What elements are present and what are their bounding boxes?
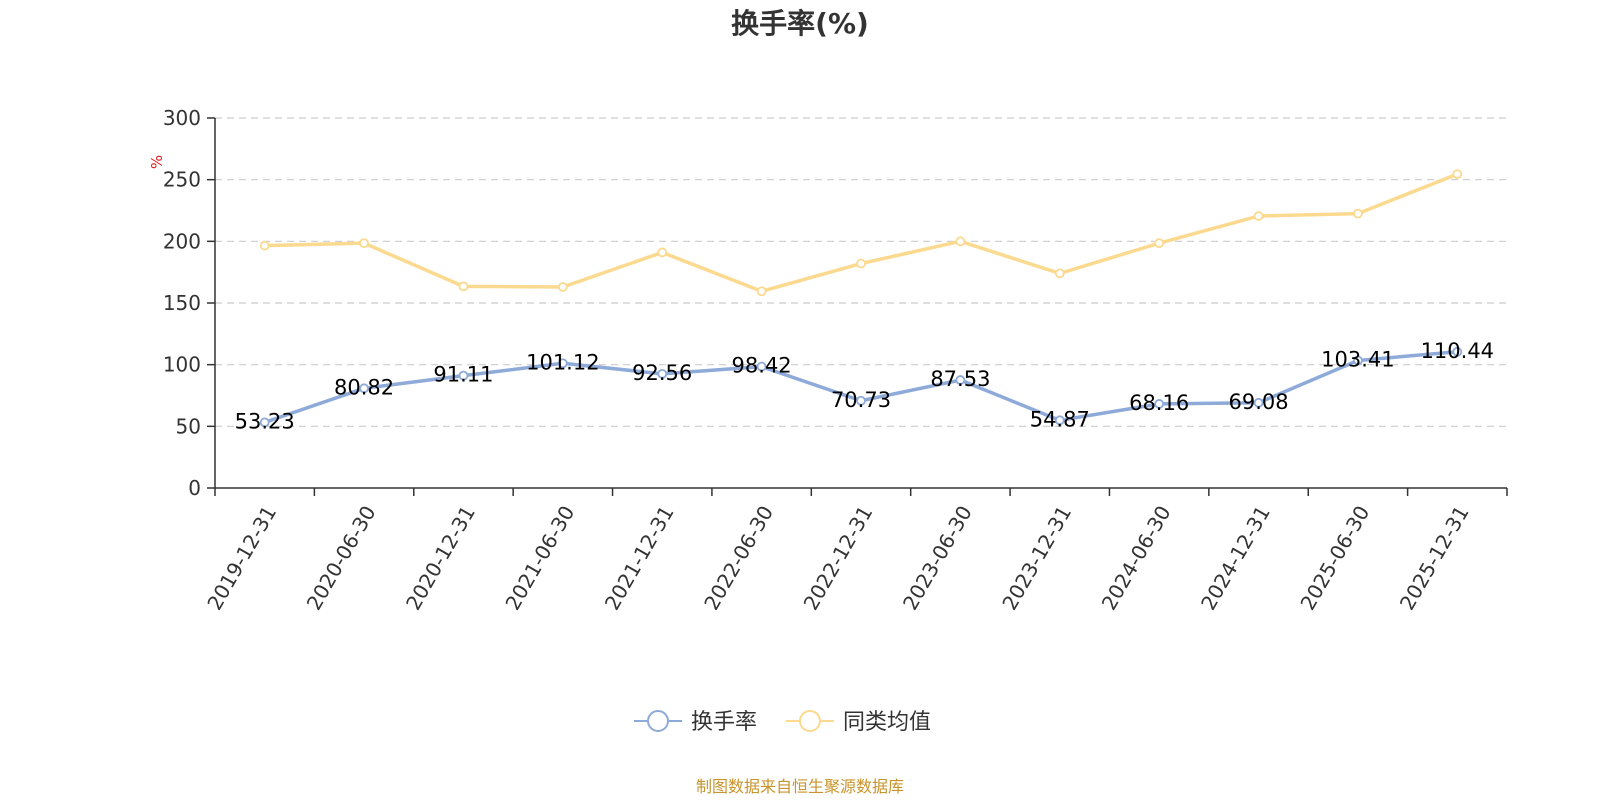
x-tick-label: 2020-12-31	[401, 502, 480, 615]
y-axis-unit-label: %	[148, 155, 166, 169]
data-label: 101.12	[526, 350, 599, 374]
data-point[interactable]	[1054, 268, 1065, 279]
x-tick-label: 2023-06-30	[898, 502, 977, 615]
x-tick-label: 2025-12-31	[1395, 502, 1474, 615]
x-tick-label: 2021-06-30	[500, 502, 579, 615]
data-point[interactable]	[955, 375, 966, 385]
data-label: 68.16	[1129, 391, 1189, 415]
x-tick-label: 2025-06-30	[1295, 502, 1374, 615]
data-point[interactable]	[259, 417, 270, 428]
data-point[interactable]	[856, 258, 866, 269]
data-point[interactable]	[557, 282, 568, 292]
data-label: 103.41	[1321, 347, 1394, 371]
y-tick-label: 50	[176, 414, 201, 438]
y-tick-label: 150	[163, 291, 201, 315]
data-point[interactable]	[657, 368, 668, 379]
legend-item-1[interactable]: 同类均值	[786, 710, 931, 735]
legend-circle-icon	[647, 710, 669, 732]
data-point[interactable]	[1054, 415, 1065, 426]
data-point[interactable]	[1353, 208, 1363, 219]
x-tick-label: 2024-12-31	[1196, 502, 1275, 615]
data-point[interactable]	[458, 370, 469, 381]
x-tick-label: 2020-06-30	[302, 502, 381, 615]
data-point[interactable]	[458, 281, 469, 292]
data-point[interactable]	[1253, 211, 1264, 221]
data-point[interactable]	[1353, 355, 1363, 366]
y-tick-label: 0	[188, 476, 201, 500]
data-point[interactable]	[1154, 399, 1165, 409]
data-point[interactable]	[856, 395, 866, 406]
legend-label: 换手率	[691, 710, 757, 735]
x-tick-label: 2024-06-30	[1097, 502, 1176, 615]
source-note: 制图数据来自恒生聚源数据库	[696, 777, 904, 796]
data-label: 70.73	[831, 388, 891, 412]
x-tick-label: 2022-06-30	[699, 502, 778, 615]
data-point[interactable]	[756, 361, 767, 372]
data-label: 92.56	[632, 361, 692, 385]
x-tick-label: 2021-12-31	[600, 502, 679, 615]
legend-item-0[interactable]: 换手率	[634, 710, 757, 735]
data-label: 87.53	[930, 367, 990, 391]
x-tick-label: 2023-12-31	[997, 502, 1076, 615]
data-label: 110.44	[1421, 339, 1494, 363]
data-point[interactable]	[1452, 169, 1463, 180]
data-point[interactable]	[1253, 397, 1264, 408]
data-point[interactable]	[1154, 238, 1165, 249]
data-point[interactable]	[955, 236, 966, 247]
data-point[interactable]	[359, 238, 369, 249]
chart-title: 换手率(%)	[731, 7, 869, 40]
data-point[interactable]	[1452, 346, 1463, 357]
legend[interactable]: 换手率 同类均值	[634, 710, 931, 735]
data-label: 91.11	[433, 363, 493, 387]
data-label: 80.82	[334, 375, 394, 399]
x-tick-label: 2019-12-31	[202, 502, 281, 615]
legend-circle-icon	[799, 710, 821, 732]
data-label: 98.42	[732, 354, 792, 378]
data-label: 54.87	[1030, 407, 1090, 431]
data-point[interactable]	[756, 286, 767, 297]
y-tick-label: 300	[163, 106, 201, 130]
y-tick-label: 100	[163, 353, 201, 377]
legend-label: 同类均值	[843, 710, 931, 735]
data-point[interactable]	[259, 240, 270, 251]
data-point[interactable]	[557, 358, 568, 369]
y-tick-label: 250	[163, 168, 201, 192]
y-tick-label: 200	[163, 229, 201, 253]
series-line-1	[264, 172, 1458, 294]
series-lines	[259, 169, 1463, 428]
x-tick-label: 2022-12-31	[799, 502, 878, 615]
data-label: 53.23	[235, 409, 295, 433]
data-point[interactable]	[359, 383, 369, 394]
axes: 0 50 100 150 200 250 300 2019-12-31 2020-06-30 20…	[163, 106, 1508, 615]
data-label: 69.08	[1228, 390, 1288, 414]
data-point[interactable]	[657, 247, 668, 258]
data-labels: 53.23 80.82 91.11 101.12 92.56 98.42 70.73 87.5…	[235, 339, 1494, 434]
